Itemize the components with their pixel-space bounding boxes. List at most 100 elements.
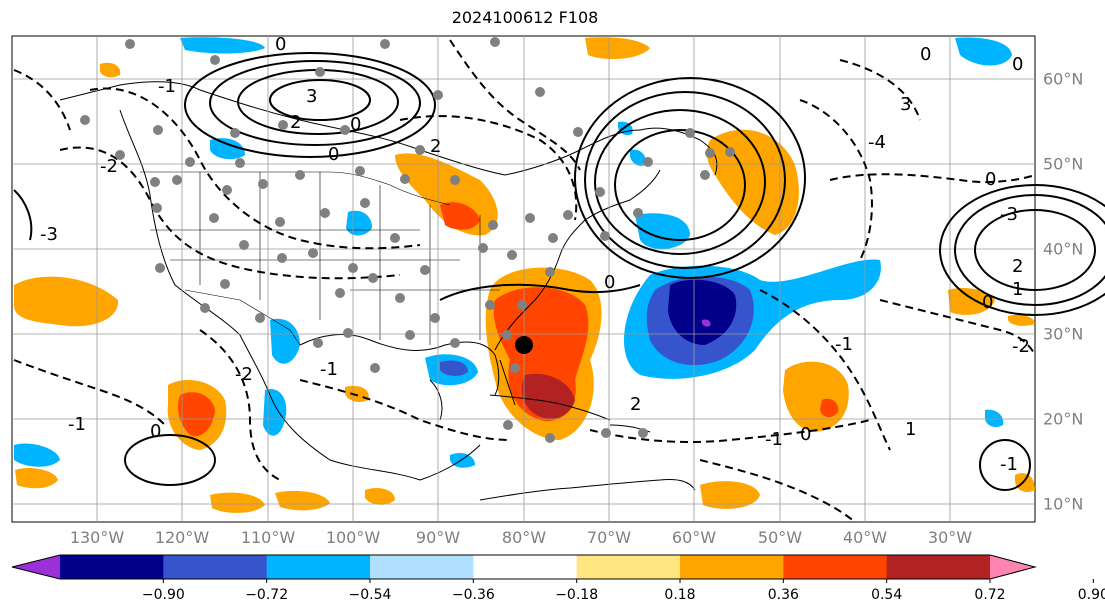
lon-label: 30°W <box>927 528 973 547</box>
station-dots <box>80 37 735 443</box>
lon-label: 40°W <box>842 528 888 547</box>
border-us-mexico <box>184 289 301 346</box>
positive-anomaly-far-east <box>1015 473 1035 492</box>
positive-anomaly-pacific-sw <box>15 468 58 489</box>
contour-neg-13 <box>879 299 1036 356</box>
negative-anomaly-east-small <box>985 409 1004 428</box>
contour-low-quebec-1 <box>614 129 746 241</box>
lon-label: 70°W <box>586 528 632 547</box>
negative-anomaly-pacific-w <box>14 443 60 467</box>
contour-label: 2 <box>630 394 641 415</box>
contour-high-canada-1 <box>209 60 421 146</box>
contour-neg-3 <box>399 115 578 221</box>
contour-label: -1 <box>835 334 853 355</box>
highlight-station <box>515 336 533 354</box>
contour-label: 3 <box>306 86 317 107</box>
contour-neg-14 <box>449 39 581 171</box>
positive-anomaly-small-sw <box>365 488 395 505</box>
coastline-canada <box>59 81 641 176</box>
contour-label: -1 <box>1000 454 1018 475</box>
contour-low-quebec-2 <box>594 109 766 255</box>
positive-anomaly-south-coast <box>275 490 330 511</box>
colorbar-tick-label: −0.54 <box>348 587 392 603</box>
colorbar-tick-label: 0.54 <box>871 587 903 603</box>
positive-anomaly-tiny-east <box>1008 314 1035 326</box>
lat-label: 20°N <box>1043 409 1084 429</box>
lat-label: 30°N <box>1043 324 1084 344</box>
lon-label: 60°W <box>671 528 717 547</box>
contour-label: 0 <box>982 292 993 313</box>
contour-neg-5 <box>799 99 873 261</box>
colorbar-tick-label: −0.18 <box>555 587 599 603</box>
contour-label: 0 <box>150 421 161 442</box>
colorbar-tick-label: 0.72 <box>974 587 1006 603</box>
negative-anomaly-caribbean-core <box>440 360 468 376</box>
contour-neg-11 <box>13 359 166 426</box>
contour-label: 3 <box>900 94 911 115</box>
lon-label: 110°W <box>240 528 296 547</box>
contour-label: -3 <box>1000 204 1018 225</box>
contour-east-2 <box>954 194 1105 306</box>
coastline-labrador <box>639 127 718 176</box>
negative-anomaly-central-us <box>346 210 372 236</box>
contour-label: -2 <box>235 364 253 385</box>
contour-neg-2 <box>89 87 421 250</box>
contour-neg-8 <box>299 379 511 441</box>
contour-label: -1 <box>158 76 176 97</box>
lon-label: 80°W <box>501 528 547 547</box>
colorbar-tick-label: −0.36 <box>451 587 495 603</box>
contour-label: 0 <box>985 169 996 190</box>
colorbar-tick-label: −0.90 <box>141 587 185 603</box>
contour-label: 1 <box>905 419 916 440</box>
colorbar-tick-label: 0.18 <box>664 587 696 603</box>
coastline-east-us <box>494 169 661 351</box>
positive-anomaly-gulf-center <box>521 373 575 419</box>
contour-high-canada-3 <box>269 79 371 121</box>
contour-label: 0 <box>920 44 931 65</box>
negative-anomaly-mexico <box>270 318 300 364</box>
state-borders <box>140 171 500 346</box>
coastline-cuba <box>489 394 611 421</box>
chart-title: 2024100612 F108 <box>451 8 599 27</box>
positive-anomaly-east <box>948 288 995 315</box>
positive-anomaly-southwest <box>210 492 265 513</box>
lon-label: 120°W <box>154 528 210 547</box>
contour-label: 2 <box>1012 256 1023 277</box>
contour-label: 0 <box>275 34 286 55</box>
lat-label: 10°N <box>1043 494 1084 514</box>
lat-label: 40°N <box>1043 239 1084 259</box>
border-us-canada <box>140 171 451 206</box>
contour-low-quebec-4 <box>574 77 806 279</box>
contour-label: 2 <box>290 112 301 133</box>
colorbar-tick-label: 0.90 <box>1077 587 1105 603</box>
positive-anomaly-canada <box>100 62 121 78</box>
contour-label: -2 <box>100 156 118 177</box>
contour-label: 0 <box>328 144 339 165</box>
contour-label: -1 <box>68 414 86 435</box>
negative-anomaly-north-canada <box>210 138 245 160</box>
lon-label: 90°W <box>415 528 461 547</box>
contour-neg-1 <box>59 146 401 280</box>
contour-high-canada-0 <box>184 52 436 158</box>
contour-far-west <box>13 189 33 241</box>
contour-label: -3 <box>40 224 58 245</box>
contour-neg-12 <box>759 289 891 451</box>
contour-neg-4 <box>839 59 921 121</box>
gridlines <box>12 36 1035 522</box>
coastline-south-am <box>479 479 696 501</box>
coastline-yucatan <box>429 379 443 421</box>
negative-anomaly-arctic <box>180 37 265 54</box>
coastline-west-us <box>119 109 481 481</box>
lon-label: 100°W <box>325 528 381 547</box>
positive-anomaly-greatlakes-core <box>440 202 480 230</box>
contour-label: -1 <box>765 429 783 450</box>
contour-label: -2 <box>1012 336 1030 357</box>
lon-label: 50°W <box>757 528 803 547</box>
contour-neg-6 <box>829 173 1036 184</box>
lat-label: 50°N <box>1043 154 1084 174</box>
contour-low-quebec-3 <box>584 91 786 269</box>
contour-label: -1 <box>320 359 338 380</box>
contour-neg-10 <box>699 459 856 523</box>
colorbar-tick-label: −0.72 <box>245 587 289 603</box>
